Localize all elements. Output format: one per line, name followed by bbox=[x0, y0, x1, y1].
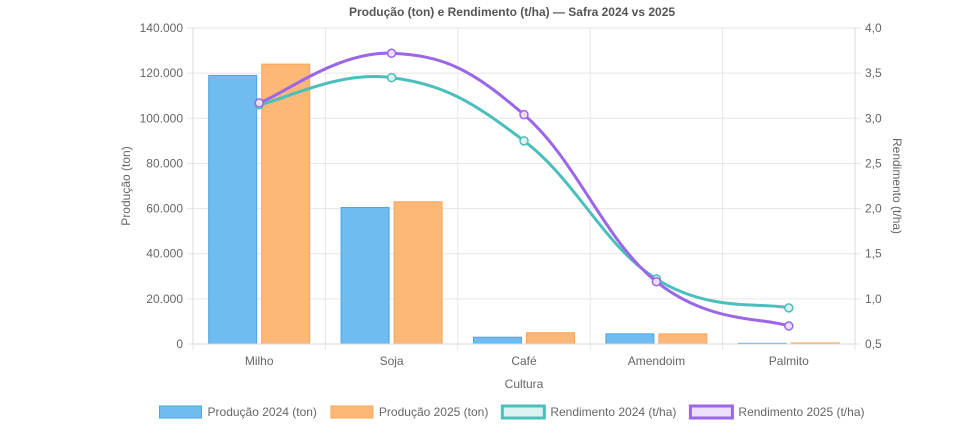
y-tick-label: 80.000 bbox=[146, 156, 183, 170]
bar bbox=[605, 333, 655, 345]
y2-tick-label: 3,0 bbox=[865, 111, 882, 125]
data-point bbox=[784, 321, 794, 331]
y2-axis-label: Rendimento (t/ha) bbox=[890, 138, 904, 234]
x-tick-label: Palmito bbox=[769, 354, 809, 368]
data-point bbox=[784, 303, 794, 313]
legend-label: Rendimento 2025 (t/ha) bbox=[738, 405, 864, 419]
y2-tick-label: 0,5 bbox=[865, 337, 882, 351]
data-point bbox=[386, 48, 397, 59]
y2-tick-label: 1,5 bbox=[865, 247, 882, 261]
bars-layer bbox=[208, 63, 840, 345]
data-point bbox=[254, 98, 264, 108]
bar bbox=[393, 201, 443, 345]
bar bbox=[526, 332, 575, 345]
x-tick-label: Amendoim bbox=[628, 354, 685, 368]
x-tick-label: Soja bbox=[380, 354, 404, 368]
y2-tick-label: 2,5 bbox=[865, 156, 882, 170]
axes-layer: 0 20.000 40.000 60.000 80.000 100.000 120.000 1… bbox=[140, 21, 882, 368]
legend-label: Produção 2025 (ton) bbox=[379, 405, 488, 419]
y-tick-label: 140.000 bbox=[140, 21, 184, 35]
y-axis-label: Produção (ton) bbox=[119, 146, 133, 225]
data-point bbox=[386, 72, 397, 83]
x-axis-label: Cultura bbox=[505, 377, 544, 391]
data-point bbox=[519, 136, 529, 146]
y2-tick-label: 3,5 bbox=[865, 66, 882, 80]
legend-swatch bbox=[688, 404, 734, 420]
x-tick-label: Café bbox=[511, 354, 537, 368]
bar bbox=[261, 63, 311, 345]
y-tick-label: 100.000 bbox=[140, 111, 184, 125]
y-tick-label: 60.000 bbox=[146, 202, 183, 216]
y-tick-label: 0 bbox=[176, 337, 183, 351]
bar bbox=[340, 206, 390, 345]
legend-swatch bbox=[500, 404, 546, 420]
chart-title: Produção (ton) e Rendimento (t/ha) — Saf… bbox=[349, 5, 675, 19]
series-line bbox=[258, 51, 790, 328]
legend: Produção 2024 (ton) Produção 2025 (ton) Re… bbox=[159, 404, 864, 420]
lines-layer bbox=[254, 48, 794, 331]
y-tick-label: 40.000 bbox=[146, 247, 183, 261]
y2-tick-label: 1,0 bbox=[865, 292, 882, 306]
y-tick-label: 120.000 bbox=[140, 66, 184, 80]
legend-label: Produção 2024 (ton) bbox=[208, 405, 317, 419]
y2-tick-label: 2,0 bbox=[865, 202, 882, 216]
data-point bbox=[651, 276, 662, 287]
legend-swatch bbox=[330, 405, 374, 419]
bar bbox=[658, 333, 708, 345]
bar bbox=[473, 336, 522, 345]
y2-tick-label: 4,0 bbox=[865, 21, 882, 35]
bar bbox=[208, 74, 258, 345]
data-point bbox=[519, 109, 529, 120]
x-tick-label: Milho bbox=[245, 354, 274, 368]
legend-swatch bbox=[159, 405, 203, 419]
legend-label: Rendimento 2024 (t/ha) bbox=[550, 405, 676, 419]
y-tick-label: 20.000 bbox=[146, 292, 183, 306]
